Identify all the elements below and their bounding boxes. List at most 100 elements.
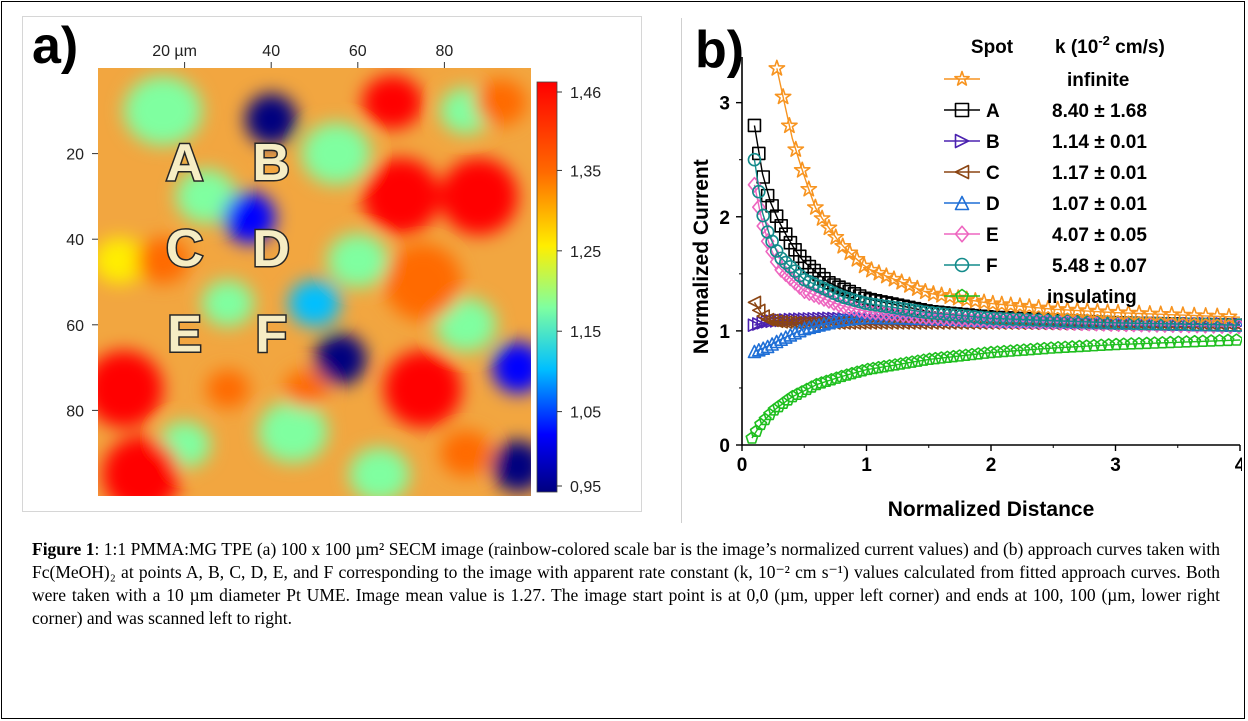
data-point: [913, 308, 928, 325]
data-point: [802, 320, 817, 335]
data-point: [973, 310, 988, 325]
colorbar-tick-label: 1,15: [570, 324, 601, 341]
data-point: [877, 359, 891, 373]
data-point: [1213, 333, 1227, 347]
data-point: [1019, 312, 1034, 327]
heatmap-feature-0: [245, 93, 298, 146]
legend-marker-diamond-icon: [954, 225, 970, 243]
x-tick-label: 0: [737, 455, 748, 476]
series-line: [776, 68, 1241, 318]
data-point: [911, 354, 925, 367]
data-point: [827, 228, 845, 245]
top-tick-label: 40: [262, 43, 280, 60]
colorbar-tick-label: 1,25: [570, 244, 601, 261]
data-point: [1140, 336, 1154, 350]
data-point: [975, 293, 993, 310]
data-point: [1006, 312, 1020, 326]
legend-k-value: insulating: [1047, 287, 1137, 308]
heatmap-feature-1: [223, 192, 276, 244]
legend-spot: C: [986, 163, 1000, 184]
x-tick-label: 1: [861, 455, 872, 476]
x-tick-label: 4: [1235, 455, 1242, 476]
heatmap-feature-7: [383, 243, 462, 321]
data-point: [852, 301, 867, 318]
data-point: [1232, 319, 1242, 331]
data-point: [747, 152, 762, 167]
data-point: [1174, 317, 1188, 331]
data-point: [1060, 314, 1075, 328]
data-point: [847, 300, 862, 317]
legend-row: A 8.40 ± 1.68: [944, 101, 1147, 122]
data-point: [1163, 335, 1177, 349]
heatmap-texture-13: [474, 79, 527, 126]
data-point: [747, 318, 762, 332]
data-point: [1117, 337, 1131, 350]
data-point: [774, 332, 788, 346]
data-point: [783, 260, 798, 274]
data-point: [1002, 296, 1020, 313]
colorbar-ticks: 1,46 1,35 1,25 1,15 1,05 0,95: [557, 85, 601, 496]
legend-marker-star-icon: [954, 70, 970, 86]
panel-a-border: [22, 16, 642, 512]
heatmap-texture-7: [349, 447, 410, 496]
legend-row: infinite: [944, 70, 1129, 91]
data-point: [1124, 337, 1138, 350]
data-point: [788, 242, 802, 257]
heatmap-area: [98, 68, 531, 496]
data-point: [820, 218, 838, 236]
data-point: [1037, 341, 1051, 355]
top-tick-label: 60: [349, 43, 367, 60]
data-point: [827, 314, 841, 329]
colorbar-tick-label: 1,35: [570, 163, 601, 180]
spot-label-B: B: [252, 134, 290, 192]
data-point: [937, 310, 951, 327]
data-point: [797, 255, 812, 270]
data-point: [934, 351, 948, 364]
data-point: [834, 237, 852, 254]
legend-marker-triangle-left-icon: [954, 164, 970, 180]
data-point: [1215, 318, 1229, 332]
y-tick-label: 3: [719, 94, 730, 115]
legend-header-spot: Spot: [971, 37, 1014, 58]
data-point: [928, 351, 942, 365]
data-point: [943, 310, 957, 327]
x-tick-label: 3: [1110, 455, 1121, 476]
spot-label-C: C: [166, 220, 204, 278]
data-point: [752, 146, 766, 161]
data-point: [916, 282, 934, 300]
heatmap-feature-2: [314, 333, 367, 385]
data-point: [752, 184, 766, 199]
data-point: [894, 357, 908, 370]
data-point: [1087, 338, 1101, 352]
data-point: [752, 199, 766, 216]
legend-k-value: infinite: [1067, 70, 1129, 91]
data-point: [855, 257, 873, 274]
data-point: [1196, 334, 1210, 348]
data-point: [1010, 343, 1024, 357]
left-tick-label: 80: [66, 403, 84, 420]
data-point: [993, 311, 1007, 326]
colorbar-tick-label: 1,46: [570, 85, 601, 102]
legend-marker-triangle-right-icon: [954, 133, 970, 149]
data-point: [1179, 335, 1193, 348]
data-point: [1171, 335, 1185, 348]
heatmap-feature-8: [98, 350, 163, 428]
data-point: [1109, 337, 1123, 351]
colorbar-tick-label: 0,95: [570, 479, 601, 496]
data-point: [1229, 333, 1242, 346]
data-point: [778, 227, 793, 242]
heatmap-texture-2: [301, 122, 371, 185]
heatmap-texture-8: [98, 237, 146, 284]
legend-marker-circle-icon: [954, 257, 970, 273]
panel-a-letter: a): [32, 17, 79, 75]
left-tick-label: 40: [66, 232, 84, 249]
data-point: [917, 353, 931, 366]
data-point: [1051, 340, 1065, 354]
data-point: [778, 255, 793, 270]
data-point: [758, 412, 772, 426]
data-point: [933, 286, 951, 303]
data-point: [822, 315, 836, 330]
heatmap-texture-14: [136, 237, 189, 284]
data-point: [756, 218, 771, 235]
